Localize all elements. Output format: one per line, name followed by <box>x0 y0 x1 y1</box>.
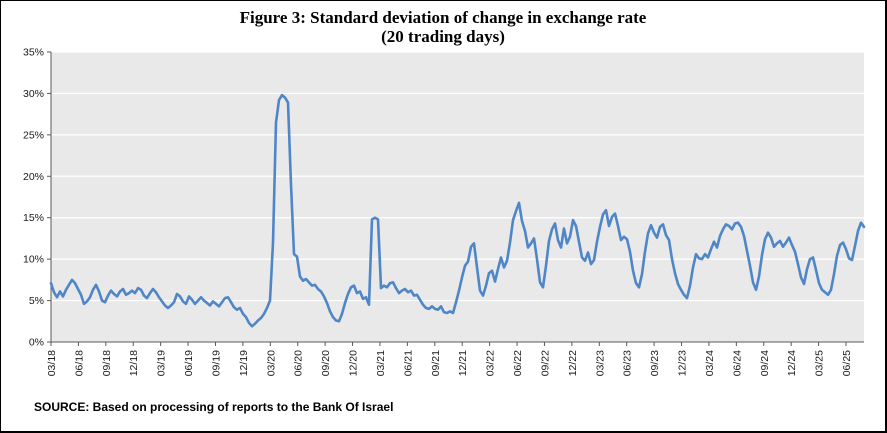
x-axis-label: 09/21 <box>430 350 442 376</box>
y-axis-label: 5% <box>29 295 44 307</box>
x-axis-label: 09/22 <box>539 350 551 376</box>
y-axis-label: 25% <box>23 129 44 141</box>
source-note: SOURCE: Based on processing of reports t… <box>34 400 394 414</box>
x-axis-label: 12/18 <box>128 350 140 376</box>
y-axis-label: 0% <box>29 337 44 349</box>
x-axis-label: 03/23 <box>594 350 606 376</box>
x-axis-label: 03/24 <box>704 350 716 376</box>
x-axis-label: 06/18 <box>73 350 85 376</box>
x-axis-label: 12/23 <box>677 350 689 376</box>
x-axis-label: 06/21 <box>402 350 414 376</box>
x-axis-label: 06/19 <box>183 350 195 376</box>
y-axis-label: 15% <box>23 212 44 224</box>
series-line <box>49 93 866 328</box>
x-axis-label: 03/21 <box>375 350 387 376</box>
x-axis-label: 09/20 <box>320 350 332 376</box>
x-axis-label: 06/20 <box>293 350 305 376</box>
x-axis-label: 03/18 <box>46 350 58 376</box>
x-axis-label: 03/25 <box>814 350 826 376</box>
chart-title-block: Figure 3: Standard deviation of change i… <box>1 8 885 46</box>
x-axis-label: 09/19 <box>210 350 222 376</box>
x-axis-label: 12/19 <box>238 350 250 376</box>
x-axis-label: 06/23 <box>622 350 634 376</box>
x-axis-label: 09/23 <box>649 350 661 376</box>
x-axis-label: 06/25 <box>841 350 853 376</box>
chart-subtitle: (20 trading days) <box>381 27 505 46</box>
chart-title: Figure 3: Standard deviation of change i… <box>239 8 647 27</box>
x-axis-label: 06/24 <box>731 350 743 376</box>
x-axis-label: 12/22 <box>567 350 579 376</box>
y-axis-label: 35% <box>23 47 44 59</box>
x-axis-label: 12/20 <box>348 350 360 376</box>
y-axis-label: 30% <box>23 88 44 100</box>
x-axis-label: 12/21 <box>457 350 469 376</box>
x-axis-label: 09/18 <box>101 350 113 376</box>
x-axis-label: 03/22 <box>485 350 497 376</box>
x-axis-label: 03/19 <box>156 350 168 376</box>
x-axis-label: 12/24 <box>786 350 798 376</box>
y-axis-label: 20% <box>23 171 44 183</box>
y-axis-label: 10% <box>23 254 44 266</box>
x-axis-label: 09/24 <box>759 350 771 376</box>
x-axis-label: 06/22 <box>512 350 524 376</box>
x-axis-label: 03/20 <box>265 350 277 376</box>
